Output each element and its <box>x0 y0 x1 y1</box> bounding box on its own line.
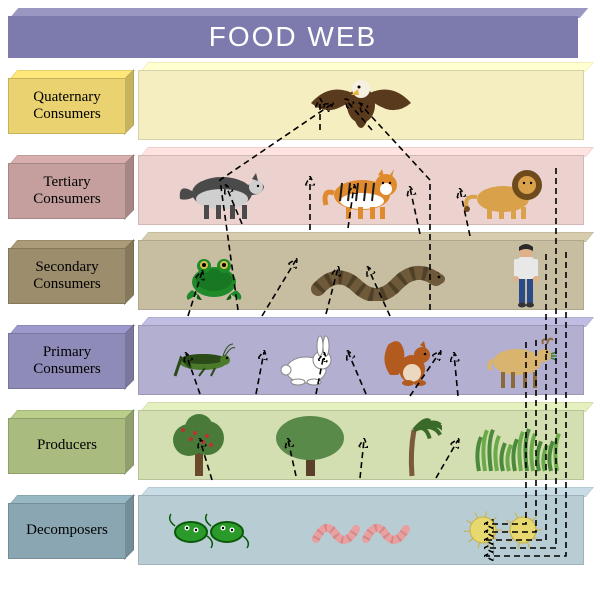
organisms <box>138 153 584 227</box>
tiger-icon <box>318 159 408 221</box>
squirrel-icon <box>378 331 440 389</box>
level-tertiary: TertiaryConsumers <box>8 147 588 229</box>
organisms <box>138 238 584 312</box>
level-label-box: QuaternaryConsumers <box>8 70 134 134</box>
title-text: FOOD WEB <box>8 16 578 58</box>
level-producers: Producers <box>8 402 588 484</box>
grasshopper-icon <box>165 338 237 382</box>
level-quaternary: QuaternaryConsumers <box>8 62 588 144</box>
level-label: Producers <box>8 418 126 474</box>
apple-tree-icon <box>161 412 237 478</box>
level-label: TertiaryConsumers <box>8 163 126 219</box>
palm-tree-icon <box>384 412 442 478</box>
oak-tree-icon <box>266 412 354 478</box>
organisms <box>138 323 584 397</box>
frog-icon <box>174 246 252 304</box>
bacteria-icon <box>167 506 263 554</box>
level-label-box: Decomposers <box>8 495 134 559</box>
lion-icon <box>457 159 552 221</box>
rabbit-icon <box>276 332 340 388</box>
level-primary: PrimaryConsumers <box>8 317 588 399</box>
level-label-box: SecondaryConsumers <box>8 240 134 304</box>
level-label: PrimaryConsumers <box>8 333 126 389</box>
diagram-root: FOOD WEB QuaternaryConsumers TertiaryCon… <box>0 0 600 580</box>
organisms <box>138 68 584 142</box>
organisms <box>138 408 584 482</box>
title-bar: FOOD WEB <box>8 8 588 58</box>
level-label-box: PrimaryConsumers <box>8 325 134 389</box>
level-label: QuaternaryConsumers <box>8 78 126 134</box>
level-label: SecondaryConsumers <box>8 248 126 304</box>
eagle-icon <box>301 73 421 137</box>
wolf-icon <box>170 159 270 221</box>
level-secondary: SecondaryConsumers <box>8 232 588 314</box>
level-label-box: TertiaryConsumers <box>8 155 134 219</box>
human-icon <box>504 241 548 309</box>
grass-icon <box>471 417 561 473</box>
level-label-box: Producers <box>8 410 134 474</box>
fungi-spores-icon <box>459 506 555 554</box>
level-decomposers: Decomposers <box>8 487 588 569</box>
goat-icon <box>479 330 557 390</box>
earthworms-icon <box>306 509 416 551</box>
organisms <box>138 493 584 567</box>
level-label: Decomposers <box>8 503 126 559</box>
snake-icon <box>308 249 448 301</box>
